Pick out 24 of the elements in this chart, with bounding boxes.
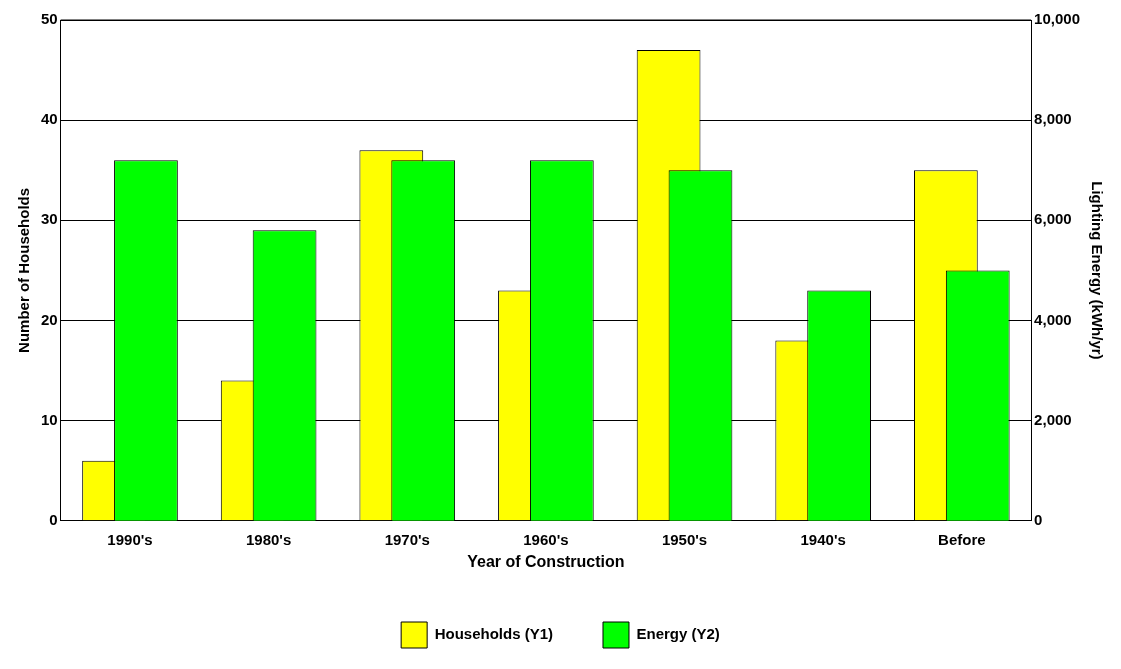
x-tick-label: Before: [938, 530, 986, 548]
y2-tick-label: 10,000: [1034, 10, 1081, 28]
x-tick-label: 1950's: [661, 530, 708, 548]
y2-tick-label: 2,000: [1034, 410, 1072, 428]
x-tick-label: 1940's: [800, 530, 846, 548]
y2-axis-title: Lighting Energy (kWh/yr): [1088, 181, 1106, 360]
x-tick-label: 1960's: [523, 530, 569, 548]
y-tick-label: 0: [49, 510, 58, 528]
y-tick-label: 40: [41, 110, 58, 128]
y-tick-label: 50: [41, 10, 58, 28]
y-tick-label: 10: [41, 410, 58, 428]
y2-tick-label: 4,000: [1034, 310, 1072, 328]
x-axis-title: Year of Construction: [467, 552, 625, 570]
y-tick-label: 20: [41, 310, 58, 328]
y2-tick-label: 6,000: [1034, 210, 1072, 228]
y-tick-label: 30: [41, 210, 58, 228]
legend-label: Energy (Y2): [636, 625, 720, 643]
y2-tick-label: 8,000: [1034, 110, 1072, 128]
x-tick-label: 1970's: [384, 530, 430, 548]
y-axis-title: Number of Households: [15, 187, 33, 353]
x-tick-label: 1990's: [107, 530, 153, 548]
x-tick-label: 1980's: [245, 530, 292, 548]
y2-tick-label: 0: [1034, 510, 1043, 528]
legend-label: Households (Y1): [434, 625, 554, 643]
